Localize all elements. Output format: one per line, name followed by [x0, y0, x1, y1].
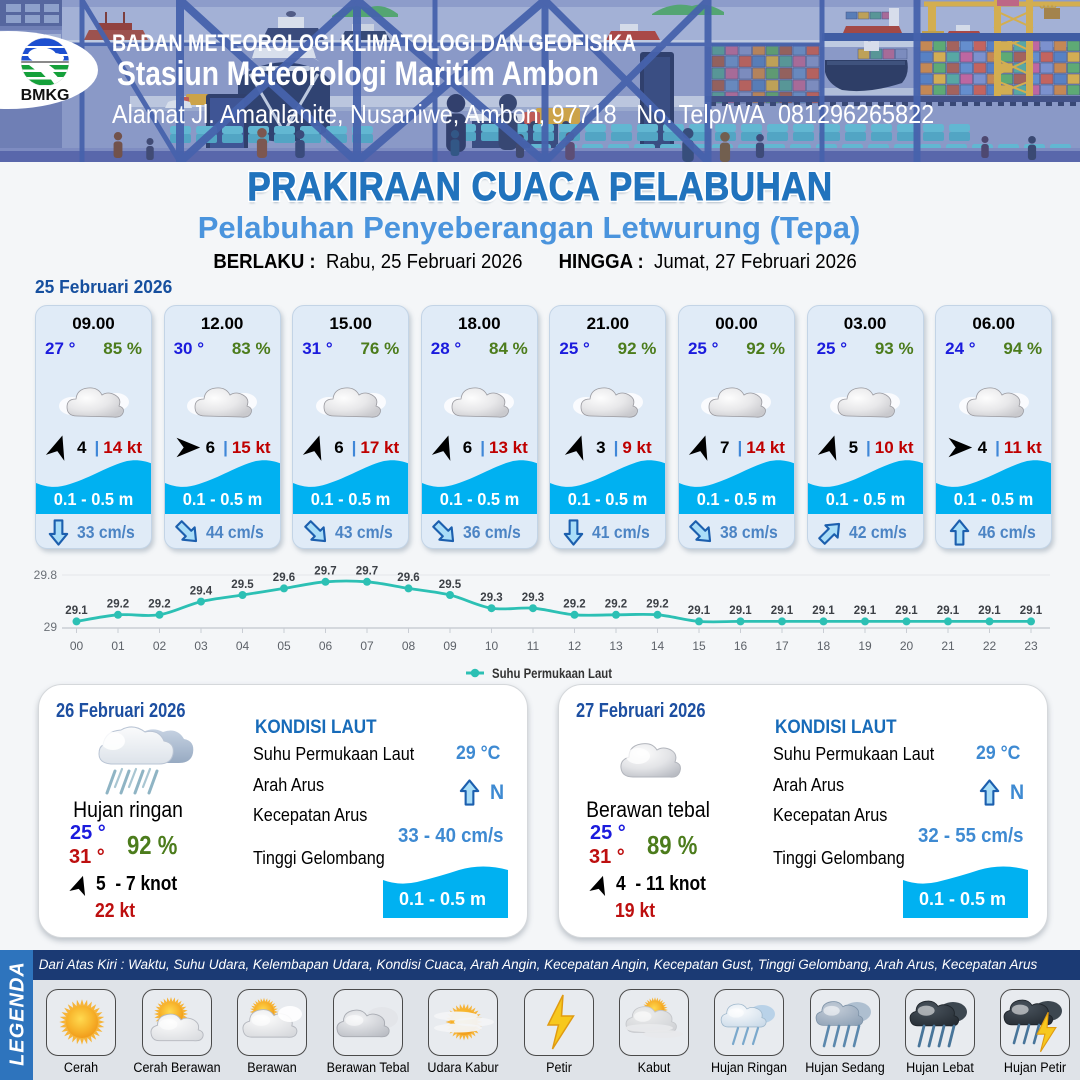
svg-text:10: 10 [485, 639, 499, 653]
svg-text:29.1: 29.1 [688, 605, 711, 617]
svg-text:11: 11 [527, 639, 540, 653]
svg-text:01: 01 [111, 639, 125, 653]
svg-text:18: 18 [817, 639, 831, 653]
svg-text:00: 00 [70, 639, 84, 653]
svg-text:29.7: 29.7 [314, 566, 336, 578]
svg-text:29.2: 29.2 [107, 599, 129, 611]
svg-text:29.2: 29.2 [605, 599, 627, 611]
svg-text:29.1: 29.1 [729, 605, 752, 617]
svg-text:29.6: 29.6 [397, 572, 419, 584]
svg-text:29: 29 [44, 620, 58, 634]
svg-text:BMKG: BMKG [21, 87, 70, 104]
svg-text:23: 23 [1024, 639, 1038, 653]
svg-text:29.1: 29.1 [854, 605, 877, 617]
svg-text:21: 21 [941, 639, 955, 653]
svg-text:29.5: 29.5 [439, 579, 462, 591]
svg-text:20: 20 [900, 639, 914, 653]
svg-text:09: 09 [443, 639, 457, 653]
svg-text:07: 07 [360, 639, 374, 653]
svg-text:06: 06 [319, 639, 333, 653]
svg-text:29.1: 29.1 [978, 605, 1001, 617]
svg-text:29.7: 29.7 [356, 566, 378, 578]
svg-text:29.2: 29.2 [148, 599, 170, 611]
svg-text:29.5: 29.5 [231, 579, 254, 591]
svg-text:12: 12 [568, 639, 582, 653]
svg-text:29.1: 29.1 [771, 605, 794, 617]
svg-text:Suhu Permukaan Laut: Suhu Permukaan Laut [492, 666, 612, 681]
svg-text:29.1: 29.1 [812, 605, 835, 617]
svg-text:16: 16 [734, 639, 748, 653]
svg-text:29.3: 29.3 [480, 592, 502, 604]
svg-text:22: 22 [983, 639, 997, 653]
svg-text:29.2: 29.2 [563, 599, 585, 611]
svg-text:29.2: 29.2 [646, 599, 668, 611]
svg-text:04: 04 [236, 639, 250, 653]
svg-text:29.8: 29.8 [34, 568, 58, 582]
svg-text:29.1: 29.1 [937, 605, 960, 617]
svg-text:15: 15 [692, 639, 706, 653]
svg-text:13: 13 [609, 639, 623, 653]
svg-text:05: 05 [277, 639, 291, 653]
svg-text:03: 03 [194, 639, 208, 653]
svg-text:29.3: 29.3 [522, 592, 544, 604]
svg-text:29.4: 29.4 [190, 585, 213, 597]
svg-text:19: 19 [858, 639, 872, 653]
svg-text:29.1: 29.1 [895, 605, 918, 617]
svg-text:29.6: 29.6 [273, 572, 295, 584]
svg-text:14: 14 [651, 639, 665, 653]
svg-text:29.1: 29.1 [65, 605, 88, 617]
svg-text:02: 02 [153, 639, 167, 653]
svg-text:29.1: 29.1 [1020, 605, 1043, 617]
svg-text:08: 08 [402, 639, 416, 653]
svg-text:17: 17 [775, 639, 789, 653]
